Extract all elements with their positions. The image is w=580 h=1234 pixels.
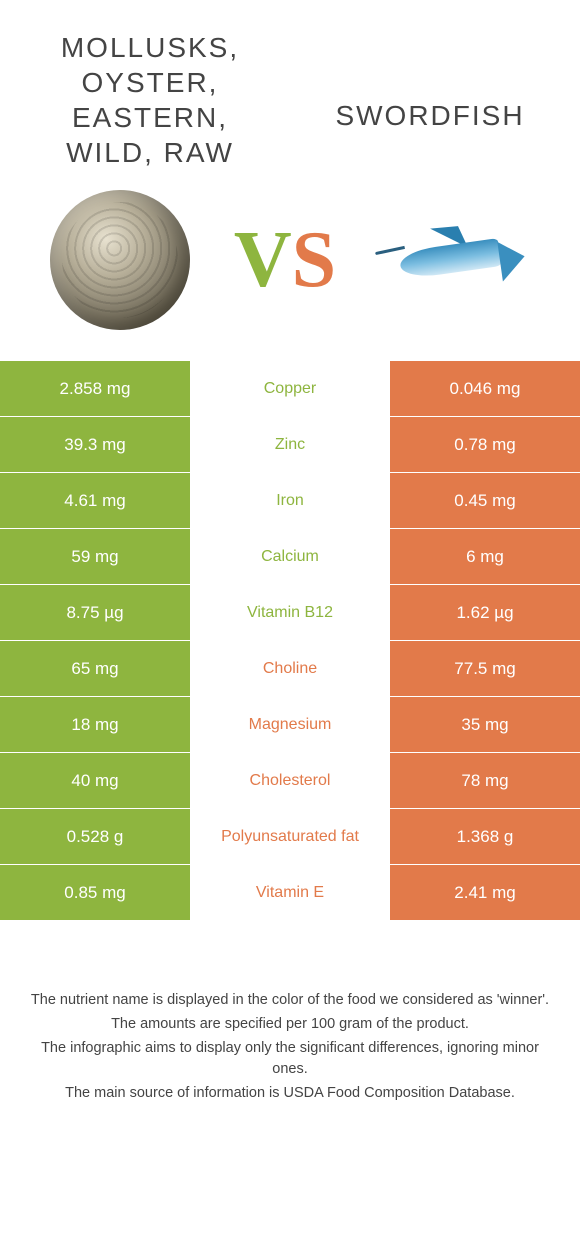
right-value: 6 mg [390, 529, 580, 584]
left-value: 59 mg [0, 529, 190, 584]
nutrient-label: Vitamin B12 [190, 585, 390, 640]
left-value: 0.528 g [0, 809, 190, 864]
right-value: 35 mg [390, 697, 580, 752]
footer-line: The amounts are specified per 100 gram o… [30, 1014, 550, 1036]
vs-label: VS [234, 215, 336, 306]
right-value: 1.62 µg [390, 585, 580, 640]
nutrient-label: Cholesterol [190, 753, 390, 808]
nutrient-label: Magnesium [190, 697, 390, 752]
nutrient-label: Choline [190, 641, 390, 696]
swordfish-icon [380, 215, 530, 305]
left-food-title: MOLLUSKS, OYSTER, EASTERN, WILD, RAW [40, 30, 260, 170]
left-value: 18 mg [0, 697, 190, 752]
footer-line: The nutrient name is displayed in the co… [30, 990, 550, 1012]
vs-s: S [292, 215, 337, 306]
table-row: 59 mgCalcium6 mg [0, 528, 580, 584]
table-row: 8.75 µgVitamin B121.62 µg [0, 584, 580, 640]
table-row: 40 mgCholesterol78 mg [0, 752, 580, 808]
table-row: 4.61 mgIron0.45 mg [0, 472, 580, 528]
right-value: 0.046 mg [390, 361, 580, 416]
nutrient-label: Iron [190, 473, 390, 528]
table-row: 39.3 mgZinc0.78 mg [0, 416, 580, 472]
left-value: 0.85 mg [0, 865, 190, 920]
table-row: 18 mgMagnesium35 mg [0, 696, 580, 752]
vs-v: V [234, 215, 292, 306]
right-value: 1.368 g [390, 809, 580, 864]
left-value: 2.858 mg [0, 361, 190, 416]
right-food-title: SWORDFISH [320, 100, 540, 132]
right-value: 0.45 mg [390, 473, 580, 528]
table-row: 2.858 mgCopper0.046 mg [0, 360, 580, 416]
images-row: VS [0, 180, 580, 360]
left-value: 65 mg [0, 641, 190, 696]
right-value: 2.41 mg [390, 865, 580, 920]
nutrient-label: Zinc [190, 417, 390, 472]
left-value: 40 mg [0, 753, 190, 808]
nutrient-label: Calcium [190, 529, 390, 584]
footer-line: The main source of information is USDA F… [30, 1083, 550, 1105]
right-value: 77.5 mg [390, 641, 580, 696]
right-value: 78 mg [390, 753, 580, 808]
header: MOLLUSKS, OYSTER, EASTERN, WILD, RAW SWO… [0, 0, 580, 180]
nutrient-label: Polyunsaturated fat [190, 809, 390, 864]
left-value: 4.61 mg [0, 473, 190, 528]
table-row: 0.528 gPolyunsaturated fat1.368 g [0, 808, 580, 864]
right-value: 0.78 mg [390, 417, 580, 472]
nutrient-label: Copper [190, 361, 390, 416]
oyster-icon [50, 190, 190, 330]
footer-line: The infographic aims to display only the… [30, 1038, 550, 1082]
table-row: 0.85 mgVitamin E2.41 mg [0, 864, 580, 920]
nutrient-table: 2.858 mgCopper0.046 mg39.3 mgZinc0.78 mg… [0, 360, 580, 920]
left-value: 39.3 mg [0, 417, 190, 472]
table-row: 65 mgCholine77.5 mg [0, 640, 580, 696]
nutrient-label: Vitamin E [190, 865, 390, 920]
footer-notes: The nutrient name is displayed in the co… [0, 920, 580, 1105]
left-value: 8.75 µg [0, 585, 190, 640]
